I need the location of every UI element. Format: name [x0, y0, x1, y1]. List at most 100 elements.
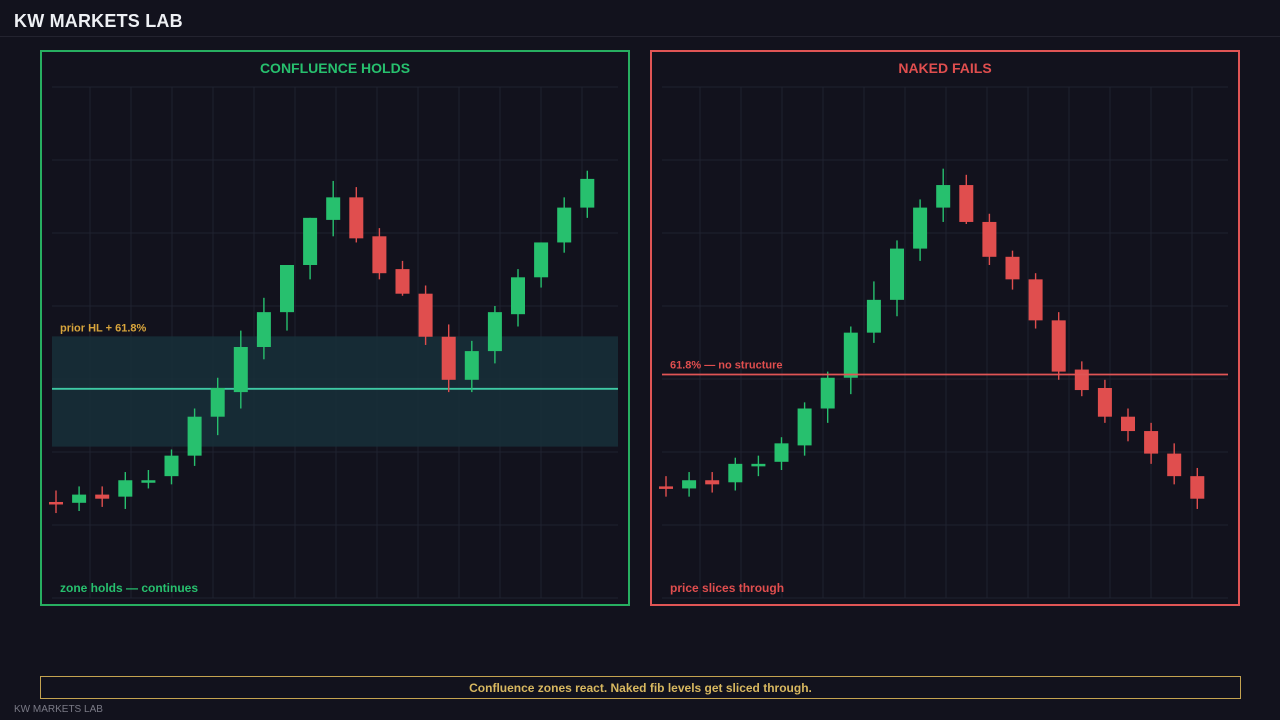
candle-body — [534, 242, 549, 278]
candle-bearish — [1005, 250, 1020, 290]
candle-bearish — [49, 490, 63, 514]
candle-body — [210, 388, 225, 417]
candle-body — [1097, 388, 1112, 417]
candle-bearish — [441, 324, 456, 393]
candle-body — [164, 455, 179, 477]
candle-bearish — [705, 472, 720, 493]
candle-bullish — [580, 170, 595, 218]
candle-bearish — [1051, 312, 1066, 380]
candle-bearish — [1167, 443, 1182, 485]
candle-body — [1074, 369, 1089, 391]
candle-body — [705, 480, 720, 485]
candle-body — [751, 463, 766, 467]
candle-bullish — [187, 408, 202, 466]
candle-bullish — [797, 402, 812, 456]
candle-body — [728, 463, 743, 483]
footer-note: Confluence zones react. Naked fib levels… — [40, 676, 1241, 699]
footer-watermark: KW MARKETS LAB — [14, 704, 103, 715]
candle-body — [1051, 320, 1066, 372]
candle-bullish — [210, 377, 225, 436]
candle-body — [49, 501, 63, 505]
candle-body — [303, 217, 318, 265]
candle-bullish — [820, 371, 835, 423]
candle-bearish — [1190, 467, 1205, 509]
candle-body — [464, 351, 479, 380]
candle-bearish — [1028, 273, 1043, 329]
candle-bearish — [349, 187, 364, 243]
candle-body — [797, 408, 812, 446]
zone-label: prior HL + 61.8% — [60, 322, 147, 334]
candle-bullish — [487, 306, 502, 364]
candle-bearish — [982, 213, 997, 265]
candle-bullish — [843, 326, 858, 395]
candle-bearish — [1097, 379, 1112, 423]
candle-body — [141, 480, 156, 483]
candle-body — [1144, 431, 1159, 454]
chart-annotation: price slices through — [670, 581, 784, 595]
candle-bullish — [682, 472, 697, 497]
candle-bearish — [1074, 361, 1089, 397]
candle-bullish — [557, 197, 572, 253]
naked-fib-chart: NAKED FAILS 61.8% — no structure price sli… — [659, 60, 1228, 599]
candle-body — [395, 269, 410, 294]
candle-bullish — [72, 486, 87, 511]
candle-bullish — [751, 455, 766, 477]
candle-body — [1005, 256, 1020, 280]
candle-body — [913, 207, 928, 249]
candle-body — [349, 197, 364, 239]
candle-body — [580, 178, 595, 208]
candle-bullish — [303, 217, 318, 280]
candle-body — [418, 293, 433, 337]
candle-bullish — [936, 168, 951, 222]
candle-bearish — [659, 476, 673, 497]
candle-body — [936, 185, 951, 208]
candle-bearish — [1144, 422, 1159, 464]
candles — [49, 170, 595, 514]
candle-body — [866, 299, 881, 333]
candle-bullish — [464, 340, 479, 393]
candle-bullish — [141, 470, 156, 489]
candle-body — [890, 248, 904, 300]
chart-title: CONFLUENCE HOLDS — [260, 60, 410, 76]
candle-body — [1167, 453, 1182, 477]
candle-bearish — [372, 228, 387, 280]
candle-body — [982, 221, 997, 257]
candle-body — [441, 336, 456, 380]
candle-bearish — [395, 260, 410, 296]
candle-bearish — [1121, 408, 1135, 442]
chart-title: NAKED FAILS — [898, 60, 991, 76]
candle-body — [187, 416, 202, 456]
candle-body — [659, 486, 673, 489]
grid — [662, 86, 1228, 599]
candle-bullish — [890, 240, 904, 317]
candle-bullish — [326, 180, 341, 237]
candle-body — [1028, 279, 1043, 321]
candle-bullish — [118, 472, 133, 509]
candle-body — [557, 207, 572, 243]
candle-bullish — [164, 449, 179, 485]
naked-fib-panel: NAKED FAILS 61.8% — no structure price sli… — [650, 50, 1240, 606]
candle-body — [511, 277, 525, 315]
candle-body — [95, 494, 110, 499]
candle-body — [820, 377, 835, 409]
candle-bullish — [280, 265, 294, 331]
candle-bullish — [511, 269, 525, 327]
candle-body — [843, 332, 858, 378]
candle-bullish — [233, 330, 248, 409]
candle-body — [1121, 416, 1135, 432]
candle-body — [233, 347, 248, 393]
candle-bearish — [95, 486, 110, 507]
candle-body — [372, 236, 387, 274]
candle-body — [682, 480, 697, 489]
candle-body — [256, 312, 271, 347]
confluence-chart: CONFLUENCE HOLDS prior HL + 61.8% zone hol… — [49, 60, 618, 599]
candle-bullish — [256, 297, 271, 360]
candle-body — [959, 185, 974, 222]
app-title: KW MARKETS LAB — [14, 11, 183, 31]
candle-body — [280, 265, 294, 313]
candle-bullish — [866, 281, 881, 343]
confluence-panel: CONFLUENCE HOLDS prior HL + 61.8% zone hol… — [40, 50, 630, 606]
candle-bullish — [534, 242, 549, 288]
candle-body — [118, 480, 133, 497]
header-divider — [0, 36, 1280, 37]
